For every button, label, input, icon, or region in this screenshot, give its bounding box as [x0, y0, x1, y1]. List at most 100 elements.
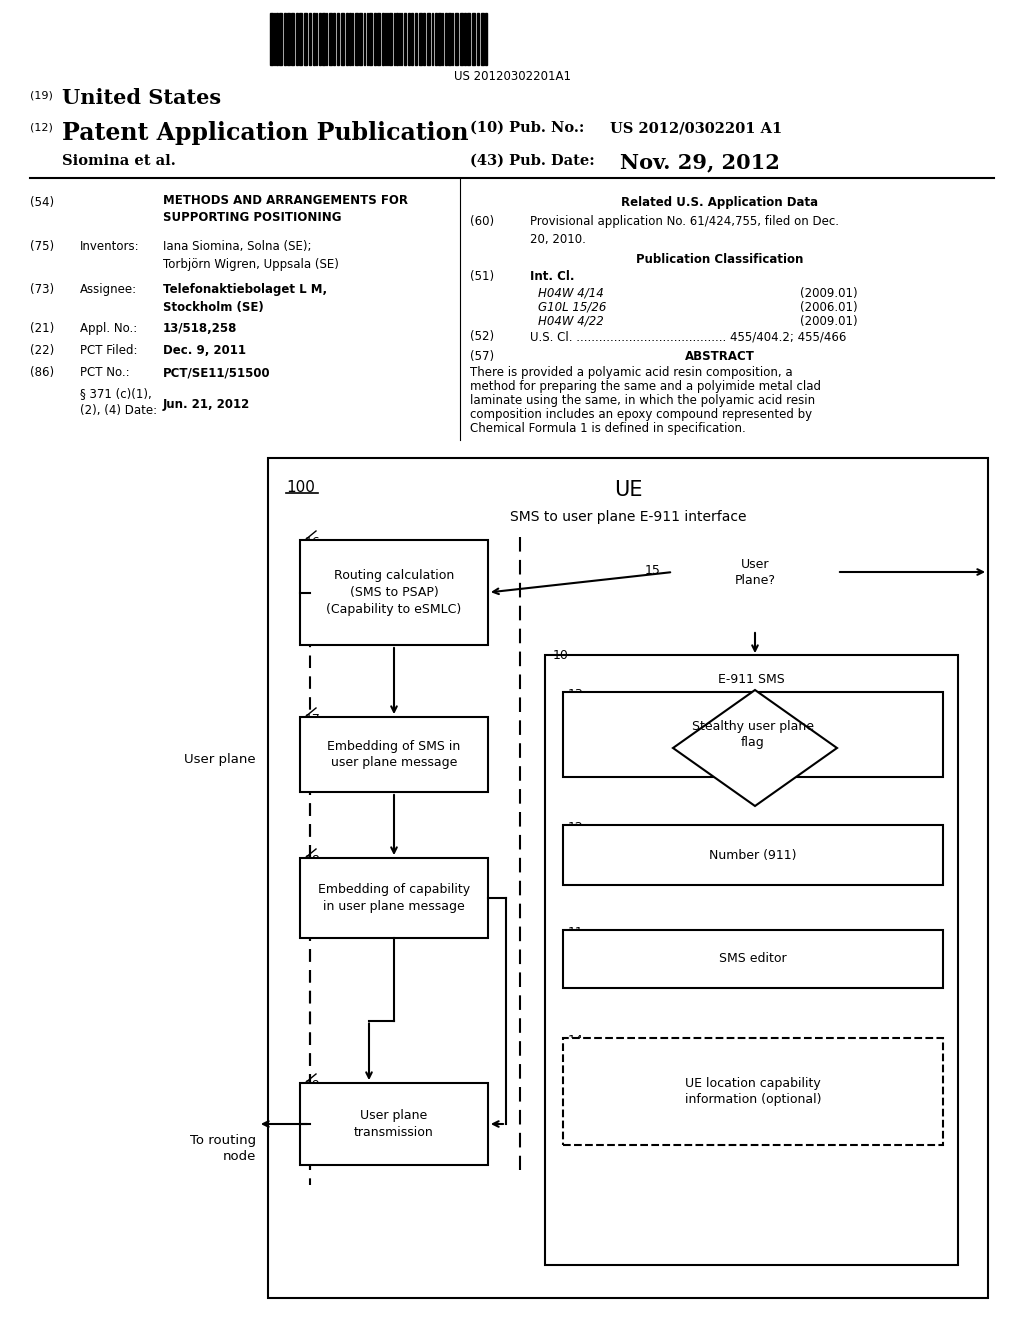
Bar — [374, 13, 376, 65]
Bar — [563, 825, 943, 884]
Bar — [300, 540, 488, 645]
Text: (51): (51) — [470, 271, 495, 282]
Text: Publication Classification: Publication Classification — [636, 253, 804, 267]
Text: 19: 19 — [305, 1078, 321, 1092]
Bar — [404, 13, 406, 65]
Text: (86): (86) — [30, 366, 54, 379]
Text: To routing
node: To routing node — [189, 1134, 256, 1163]
Text: (2009.01): (2009.01) — [800, 286, 858, 300]
Bar — [333, 13, 335, 65]
Text: H04W 4/22: H04W 4/22 — [538, 315, 604, 327]
Bar — [382, 13, 384, 65]
Bar — [389, 13, 392, 65]
Text: 17: 17 — [305, 713, 321, 726]
Text: (2009.01): (2009.01) — [800, 315, 858, 327]
Text: (2006.01): (2006.01) — [800, 301, 858, 314]
Bar — [563, 1038, 943, 1144]
Text: U.S. Cl. ........................................ 455/404.2; 455/466: U.S. Cl. ...............................… — [530, 330, 847, 343]
Text: United States: United States — [62, 88, 221, 108]
Text: Siomina et al.: Siomina et al. — [62, 154, 176, 168]
Bar — [313, 13, 315, 65]
Text: (22): (22) — [30, 345, 54, 356]
Text: 12: 12 — [568, 821, 584, 834]
Bar — [284, 13, 286, 65]
Text: SMS to user plane E-911 interface: SMS to user plane E-911 interface — [510, 510, 746, 524]
Bar — [455, 13, 458, 65]
Bar — [341, 13, 344, 65]
Text: PCT/SE11/51500: PCT/SE11/51500 — [163, 366, 270, 379]
Text: 18: 18 — [305, 854, 321, 867]
Bar — [415, 13, 417, 65]
Text: Inventors:: Inventors: — [80, 240, 139, 253]
Text: (21): (21) — [30, 322, 54, 335]
Bar — [472, 13, 475, 65]
Text: 10: 10 — [553, 649, 569, 663]
Text: There is provided a polyamic acid resin composition, a: There is provided a polyamic acid resin … — [470, 366, 793, 379]
Text: G10L 15/26: G10L 15/26 — [538, 301, 606, 314]
Bar — [396, 13, 398, 65]
Text: SMS editor: SMS editor — [719, 953, 786, 965]
Text: Patent Application Publication: Patent Application Publication — [62, 121, 469, 145]
Bar — [359, 13, 362, 65]
Text: PCT No.:: PCT No.: — [80, 366, 130, 379]
Text: 11: 11 — [568, 927, 584, 939]
Text: § 371 (c)(1),
(2), (4) Date:: § 371 (c)(1), (2), (4) Date: — [80, 387, 157, 417]
Bar — [319, 13, 321, 65]
Bar — [545, 655, 958, 1265]
Text: Routing calculation
(SMS to PSAP)
(Capability to eSMLC): Routing calculation (SMS to PSAP) (Capab… — [327, 569, 462, 615]
Bar — [337, 13, 339, 65]
Bar — [304, 13, 307, 65]
Bar — [449, 13, 451, 65]
Bar — [329, 13, 332, 65]
Bar — [300, 1082, 488, 1166]
Text: 15: 15 — [645, 564, 662, 577]
Text: METHODS AND ARRANGEMENTS FOR
SUPPORTING POSITIONING: METHODS AND ARRANGEMENTS FOR SUPPORTING … — [163, 194, 408, 224]
Bar — [276, 13, 278, 65]
Bar — [300, 858, 488, 939]
Bar — [563, 692, 943, 777]
Text: 16: 16 — [305, 536, 321, 549]
Text: Jun. 21, 2012: Jun. 21, 2012 — [163, 399, 250, 411]
Text: (60): (60) — [470, 215, 495, 228]
Text: Stealthy user plane
flag: Stealthy user plane flag — [692, 719, 814, 750]
Text: Provisional application No. 61/424,755, filed on Dec.
20, 2010.: Provisional application No. 61/424,755, … — [530, 215, 839, 246]
Bar — [349, 13, 351, 65]
Text: User
Plane?: User Plane? — [734, 557, 775, 586]
Bar — [485, 13, 487, 65]
Bar — [423, 13, 425, 65]
Text: (73): (73) — [30, 282, 54, 296]
Text: Number (911): Number (911) — [710, 849, 797, 862]
Bar — [309, 13, 311, 65]
Text: 13/518,258: 13/518,258 — [163, 322, 238, 335]
Text: Chemical Formula 1 is defined in specification.: Chemical Formula 1 is defined in specifi… — [470, 422, 745, 436]
Text: (19): (19) — [30, 90, 53, 100]
Bar — [299, 13, 302, 65]
Bar — [460, 13, 463, 65]
Bar — [408, 13, 410, 65]
Text: (75): (75) — [30, 240, 54, 253]
Text: PCT Filed:: PCT Filed: — [80, 345, 137, 356]
Bar — [322, 13, 325, 65]
Bar — [268, 458, 988, 1298]
Text: Iana Siomina, Solna (SE);
Torbjörn Wigren, Uppsala (SE): Iana Siomina, Solna (SE); Torbjörn Wigre… — [163, 240, 339, 271]
Text: 100: 100 — [286, 480, 314, 495]
Text: Appl. No.:: Appl. No.: — [80, 322, 137, 335]
Text: 13: 13 — [568, 688, 584, 701]
Text: E-911 SMS: E-911 SMS — [718, 673, 784, 686]
Text: UE location capability
information (optional): UE location capability information (opti… — [685, 1077, 821, 1106]
Text: method for preparing the same and a polyimide metal clad: method for preparing the same and a poly… — [470, 380, 821, 393]
Bar — [477, 13, 479, 65]
Text: (54): (54) — [30, 195, 54, 209]
Text: ABSTRACT: ABSTRACT — [685, 350, 755, 363]
Text: User plane
transmission: User plane transmission — [354, 1109, 434, 1139]
Text: US 20120302201A1: US 20120302201A1 — [454, 70, 570, 83]
Bar — [296, 13, 298, 65]
Polygon shape — [673, 690, 837, 807]
Bar — [438, 13, 441, 65]
Bar — [464, 13, 466, 65]
Bar — [467, 13, 470, 65]
Text: composition includes an epoxy compound represented by: composition includes an epoxy compound r… — [470, 408, 812, 421]
Text: Dec. 9, 2011: Dec. 9, 2011 — [163, 345, 246, 356]
Text: (10) Pub. No.:: (10) Pub. No.: — [470, 121, 585, 135]
Text: (12): (12) — [30, 123, 53, 133]
